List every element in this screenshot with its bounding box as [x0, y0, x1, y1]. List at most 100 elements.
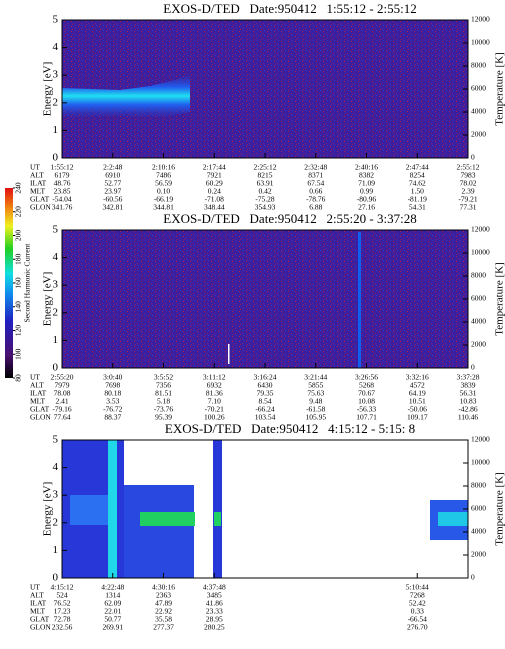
x-tick-label: 2:55:20 [51, 373, 74, 382]
ephemeris-value: 23.85 [54, 187, 71, 196]
y-tick-label: 3 [53, 489, 59, 501]
ephemeris-value: -71.08 [205, 195, 225, 204]
row-label: GLON [30, 623, 51, 632]
ephemeris-value: 7268 [410, 591, 425, 600]
ephemeris-value: 78.02 [460, 179, 477, 188]
ephemeris-value: 341.76 [52, 203, 73, 212]
ephemeris-value: 28.95 [206, 615, 223, 624]
ephemeris-value: 22.92 [155, 607, 172, 616]
ephemeris-value: -76.72 [103, 405, 123, 414]
y-axis-label: Energy [eV] [42, 62, 54, 116]
ephemeris-value: -42.86 [458, 405, 478, 414]
ephemeris-value: 8371 [308, 171, 323, 180]
y2-tick-label: 2000 [471, 550, 486, 559]
ephemeris-value: 100.26 [204, 413, 225, 422]
y2-tick-label: 2000 [471, 130, 486, 139]
ephemeris-value: -73.76 [154, 405, 174, 414]
ephemeris-value: 88.37 [104, 413, 121, 422]
colorbar-label: Second Harmonic Current [23, 243, 32, 323]
x-tick-label: 3:32:16 [406, 373, 429, 382]
x-tick-label: 2:32:48 [304, 163, 327, 172]
ephemeris-value: 105.95 [305, 413, 326, 422]
x-tick-label: 3:0:40 [103, 373, 122, 382]
y2-tick-label: 4000 [471, 107, 486, 116]
ephemeris-value: 4572 [410, 381, 425, 390]
y2-tick-label: 0 [471, 363, 475, 372]
ephemeris-value: 107.71 [356, 413, 377, 422]
ephemeris-value: 0.33 [411, 607, 424, 616]
ephemeris-value: 6910 [105, 171, 120, 180]
y2-axis-label: Temperature [K] [494, 472, 505, 545]
y2-tick-label: 8000 [471, 481, 486, 490]
y2-axis-label: Temperature [K] [494, 262, 505, 335]
ephemeris-value: 2.41 [55, 397, 68, 406]
ephemeris-value: 76.52 [54, 599, 71, 608]
ephemeris-value: 70.67 [358, 389, 375, 398]
x-tick-label: 5:10:44 [406, 583, 429, 592]
ephemeris-value: 62.09 [104, 599, 121, 608]
x-tick-label: 1:55:12 [51, 163, 74, 172]
x-tick-label: 3:37:28 [457, 373, 480, 382]
ephemeris-value: 110.46 [458, 413, 479, 422]
colorbar-tick-label: 180 [14, 253, 23, 265]
ephemeris-value: -50.06 [408, 405, 428, 414]
y2-tick-label: 4000 [471, 527, 486, 536]
y-tick-label: 4 [53, 251, 59, 263]
ephemeris-value: 41.86 [206, 599, 223, 608]
ephemeris-value: 48.76 [54, 179, 71, 188]
row-label: GLAT [30, 615, 50, 624]
y2-tick-label: 10000 [471, 38, 490, 47]
ephemeris-value: -81.19 [408, 195, 428, 204]
ephemeris-value: -66.24 [255, 405, 275, 414]
ephemeris-value: 7698 [105, 381, 120, 390]
ephemeris-value: 52.42 [409, 599, 426, 608]
x-tick-label: 2:10:16 [152, 163, 175, 172]
ephemeris-value: -66.19 [154, 195, 174, 204]
colorbar-tick-label: 120 [14, 325, 23, 337]
ephemeris-value: 71.09 [358, 179, 375, 188]
ephemeris-value: 0.24 [208, 187, 221, 196]
ephemeris-value: 77.31 [460, 203, 477, 212]
ephemeris-value: 7983 [461, 171, 476, 180]
y2-tick-label: 6000 [471, 504, 486, 513]
ephemeris-value: 95.39 [155, 413, 172, 422]
colorbar-tick-label: 160 [14, 277, 23, 289]
colorbar-tick-label: 100 [14, 348, 23, 360]
ephemeris-value: 0.99 [360, 187, 373, 196]
y2-tick-label: 10000 [471, 248, 490, 257]
y2-tick-label: 8000 [471, 271, 486, 280]
ephemeris-value: 67.54 [307, 179, 324, 188]
ephemeris-value: 27.16 [358, 203, 375, 212]
ephemeris-value: 8.54 [258, 397, 271, 406]
ephemeris-value: 74.62 [409, 179, 426, 188]
row-label: ALT [30, 591, 44, 600]
ephemeris-value: -70.21 [205, 405, 225, 414]
ephemeris-value: 277.37 [153, 623, 174, 632]
ephemeris-value: 524 [56, 591, 68, 600]
ephemeris-value: 276.70 [407, 623, 428, 632]
ephemeris-value: 81.36 [206, 389, 223, 398]
y-tick-label: 2 [53, 516, 59, 528]
ephemeris-value: 77.64 [54, 413, 71, 422]
ephemeris-value: 103.54 [255, 413, 276, 422]
ephemeris-value: 22.01 [104, 607, 121, 616]
ephemeris-value: -56.33 [357, 405, 377, 414]
ephemeris-value: 5855 [308, 381, 323, 390]
x-tick-label: 2:17:44 [203, 163, 226, 172]
row-label: ILAT [30, 179, 47, 188]
row-label: ALT [30, 381, 44, 390]
colorbar-tick-label: 240 [14, 182, 23, 194]
ephemeris-value: -75.28 [255, 195, 275, 204]
ephemeris-value: 344.81 [153, 203, 174, 212]
y-tick-label: 5 [53, 14, 59, 26]
x-tick-label: 4:22:48 [101, 583, 124, 592]
y2-tick-label: 2000 [471, 340, 486, 349]
row-label: GLON [30, 413, 51, 422]
y-tick-label: 4 [53, 461, 59, 473]
spectrogram-image [62, 20, 468, 578]
y-tick-label: 0 [53, 572, 59, 584]
chart-title: EXOS-D/TED Date:950412 2:55:20 - 3:37:28 [163, 211, 416, 226]
x-tick-label: 3:11:12 [203, 373, 226, 382]
ephemeris-value: 8215 [258, 171, 273, 180]
